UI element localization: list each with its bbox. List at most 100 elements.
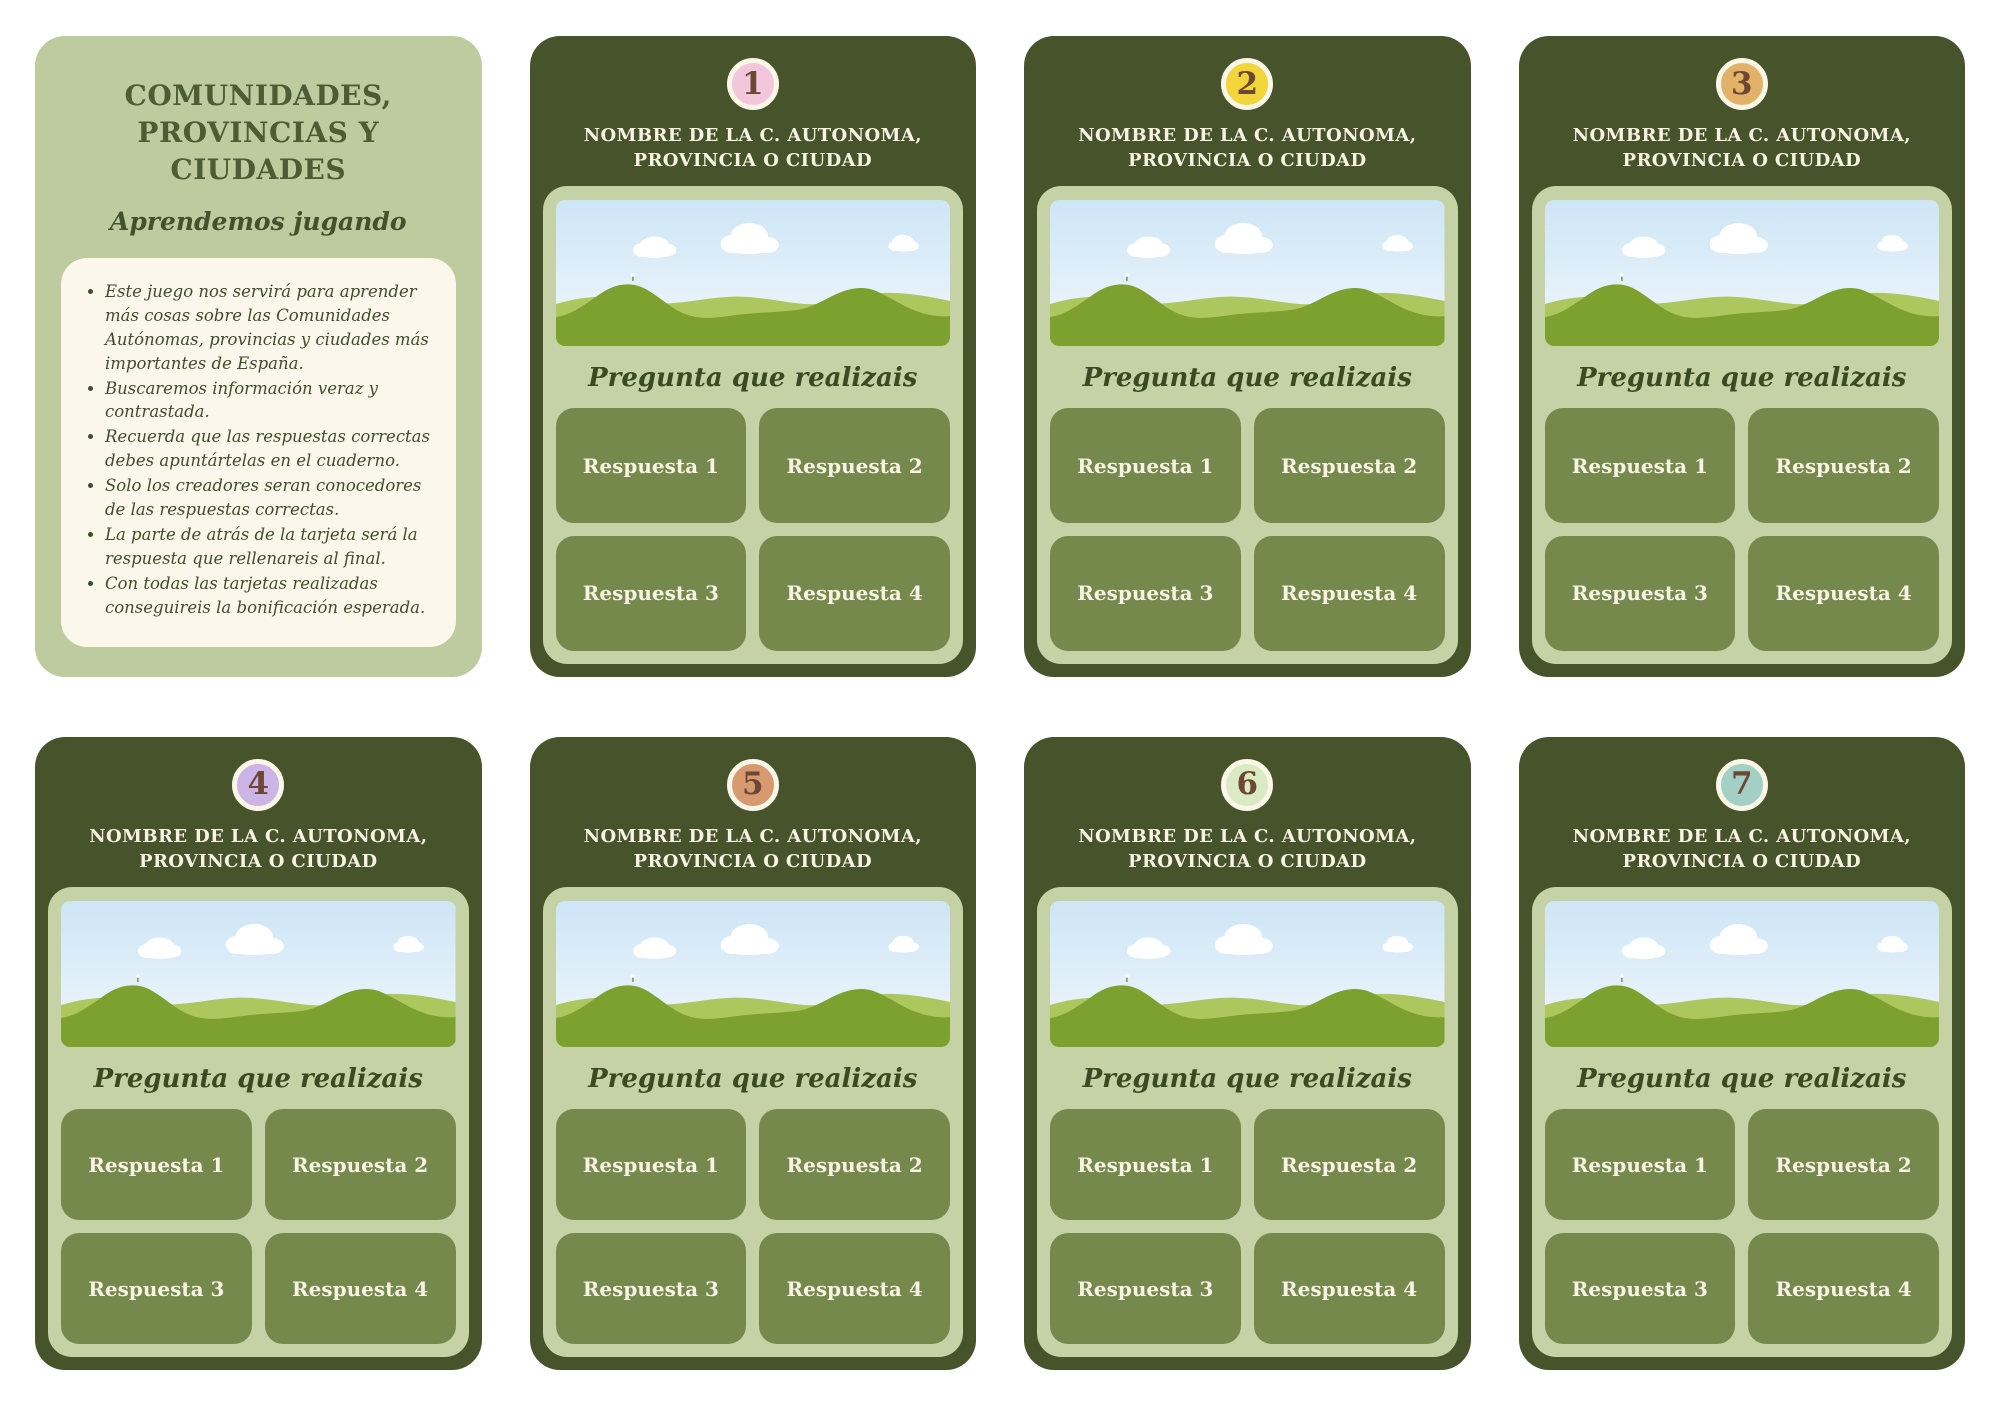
card-number: 4	[247, 766, 270, 803]
answers-grid: Respuesta 1 Respuesta 2 Respuesta 3 Resp…	[1544, 408, 1939, 651]
game-card: 6 NOMBRE DE LA C. AUTONOMA, PROVINCIA O …	[1024, 736, 1471, 1370]
answer-button-1[interactable]: Respuesta 1	[1050, 408, 1241, 524]
answer-button-2[interactable]: Respuesta 2	[759, 408, 950, 524]
card-number: 2	[1236, 65, 1259, 102]
landscape-image	[555, 901, 950, 1048]
answers-grid: Respuesta 1 Respuesta 2 Respuesta 3 Resp…	[555, 408, 950, 651]
cloud-left	[632, 236, 676, 259]
answer-button-4[interactable]: Respuesta 4	[264, 1233, 456, 1344]
answer-button-2[interactable]: Respuesta 2	[264, 1109, 456, 1221]
cloud-left	[137, 937, 182, 960]
hills-illustration	[1544, 200, 1939, 347]
instruction-item: Solo los creadores seran conocedores de …	[105, 474, 436, 522]
card-number-badge: 7	[1715, 758, 1768, 811]
page-title: COMUNIDADES, PROVINCIAS Y CIUDADES	[124, 79, 392, 186]
cloud-left	[1621, 937, 1665, 960]
answer-button-4[interactable]: Respuesta 4	[1748, 1233, 1939, 1344]
answer-button-2[interactable]: Respuesta 2	[759, 1109, 950, 1221]
cloud-center	[720, 223, 779, 255]
cloud-right	[1382, 936, 1413, 953]
question-text: Pregunta que realizais	[588, 363, 918, 394]
answer-button-3[interactable]: Respuesta 3	[555, 1233, 747, 1344]
answer-button-2[interactable]: Respuesta 2	[1253, 408, 1445, 524]
landscape-image	[1544, 901, 1939, 1048]
answer-button-3[interactable]: Respuesta 3	[61, 1233, 252, 1344]
game-card: 3 NOMBRE DE LA C. AUTONOMA, PROVINCIA O …	[1518, 36, 1965, 677]
card-number: 7	[1730, 766, 1753, 803]
answer-button-1[interactable]: Respuesta 1	[61, 1109, 252, 1221]
card-panel: Pregunta que realizais Respuesta 1 Respu…	[1531, 887, 1952, 1357]
answer-button-2[interactable]: Respuesta 2	[1748, 408, 1939, 524]
answer-button-1[interactable]: Respuesta 1	[1050, 1109, 1241, 1221]
card-number: 6	[1236, 766, 1259, 803]
cloud-right	[393, 936, 424, 953]
cloud-left	[1126, 236, 1171, 259]
card-number-badge: 5	[726, 758, 779, 811]
card-title: NOMBRE DE LA C. AUTONOMA, PROVINCIA O CI…	[89, 825, 428, 872]
landscape-image	[61, 901, 456, 1048]
answer-button-4[interactable]: Respuesta 4	[759, 536, 950, 651]
game-card: 2 NOMBRE DE LA C. AUTONOMA, PROVINCIA O …	[1024, 36, 1471, 677]
instruction-item: Recuerda que las respuestas correctas de…	[105, 425, 436, 473]
answer-button-3[interactable]: Respuesta 3	[1544, 536, 1736, 651]
game-card: 1 NOMBRE DE LA C. AUTONOMA, PROVINCIA O …	[529, 36, 976, 677]
question-text: Pregunta que realizais	[1082, 1064, 1412, 1095]
answer-button-4[interactable]: Respuesta 4	[759, 1233, 950, 1344]
hills-illustration	[1050, 200, 1445, 347]
answer-button-4[interactable]: Respuesta 4	[1748, 536, 1939, 651]
game-card: 7 NOMBRE DE LA C. AUTONOMA, PROVINCIA O …	[1518, 736, 1965, 1370]
answer-button-4[interactable]: Respuesta 4	[1253, 1233, 1445, 1344]
answers-grid: Respuesta 1 Respuesta 2 Respuesta 3 Resp…	[61, 1109, 456, 1344]
question-text: Pregunta que realizais	[588, 1064, 918, 1095]
answer-button-1[interactable]: Respuesta 1	[555, 1109, 747, 1221]
cloud-left	[632, 937, 676, 960]
landscape-image	[1544, 200, 1939, 347]
card-title: NOMBRE DE LA C. AUTONOMA, PROVINCIA O CI…	[583, 125, 922, 172]
answer-button-3[interactable]: Respuesta 3	[1050, 536, 1241, 651]
answer-button-2[interactable]: Respuesta 2	[1253, 1109, 1445, 1221]
instruction-item: Este juego nos servirá para aprender más…	[105, 280, 436, 376]
hilltop-sprout	[136, 974, 140, 983]
card-number-badge: 3	[1715, 58, 1768, 110]
hilltop-sprout	[1619, 974, 1624, 983]
game-card: 4 NOMBRE DE LA C. AUTONOMA, PROVINCIA O …	[35, 736, 482, 1370]
question-text: Pregunta que realizais	[1577, 363, 1907, 394]
card-number-badge: 2	[1221, 58, 1274, 110]
answer-button-1[interactable]: Respuesta 1	[1544, 408, 1736, 524]
card-number: 5	[741, 766, 764, 803]
landscape-image	[1050, 901, 1445, 1048]
question-text: Pregunta que realizais	[1577, 1064, 1907, 1095]
cloud-center	[720, 924, 779, 956]
answer-button-4[interactable]: Respuesta 4	[1253, 536, 1445, 651]
answer-button-1[interactable]: Respuesta 1	[555, 408, 747, 524]
cloud-right	[887, 235, 919, 252]
landscape-image	[555, 200, 950, 347]
card-panel: Pregunta que realizais Respuesta 1 Respu…	[48, 887, 469, 1357]
answer-button-1[interactable]: Respuesta 1	[1544, 1109, 1736, 1221]
answer-button-3[interactable]: Respuesta 3	[555, 536, 747, 651]
card-title: NOMBRE DE LA C. AUTONOMA, PROVINCIA O CI…	[583, 825, 922, 872]
hilltop-sprout	[630, 974, 635, 983]
cloud-right	[887, 936, 919, 953]
cloud-center	[1214, 223, 1273, 255]
card-number: 3	[1730, 65, 1753, 102]
instructions-list: Este juego nos servirá para aprender más…	[75, 280, 436, 620]
card-title: NOMBRE DE LA C. AUTONOMA, PROVINCIA O CI…	[1572, 825, 1911, 872]
card-title: NOMBRE DE LA C. AUTONOMA, PROVINCIA O CI…	[1572, 125, 1911, 172]
card-number-badge: 1	[726, 58, 779, 110]
cloud-right	[1876, 936, 1908, 953]
answer-button-3[interactable]: Respuesta 3	[1544, 1233, 1736, 1344]
card-number-badge: 6	[1221, 758, 1274, 811]
answer-button-3[interactable]: Respuesta 3	[1050, 1233, 1241, 1344]
instruction-item: Con todas las tarjetas realizadas conseg…	[105, 572, 436, 620]
answers-grid: Respuesta 1 Respuesta 2 Respuesta 3 Resp…	[1050, 1109, 1445, 1344]
cloud-right	[1876, 235, 1908, 252]
cloud-right	[1382, 235, 1413, 252]
cloud-center	[1709, 924, 1768, 956]
cloud-center	[225, 924, 284, 956]
answers-grid: Respuesta 1 Respuesta 2 Respuesta 3 Resp…	[1544, 1109, 1939, 1344]
answer-button-2[interactable]: Respuesta 2	[1748, 1109, 1939, 1221]
hilltop-sprout	[1125, 273, 1129, 282]
answers-grid: Respuesta 1 Respuesta 2 Respuesta 3 Resp…	[1050, 408, 1445, 651]
